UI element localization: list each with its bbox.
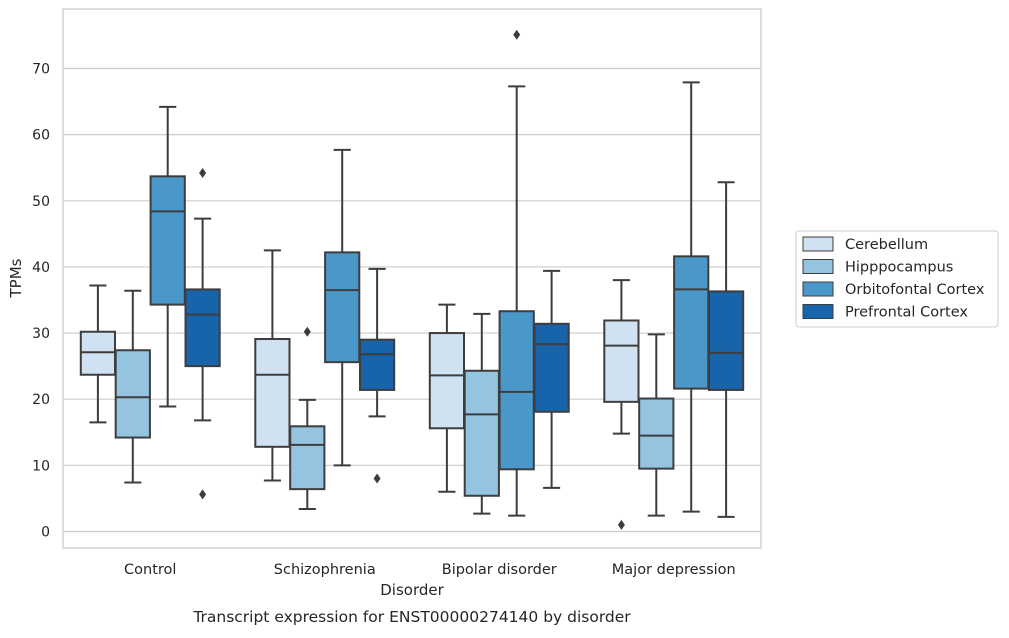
legend-swatch	[802, 281, 834, 297]
box-group	[603, 279, 640, 530]
y-tick-label: 10	[32, 458, 50, 474]
chart-title: Transcript expression for ENST0000027414…	[192, 608, 631, 626]
box	[358, 338, 396, 391]
box-group	[79, 284, 117, 424]
box	[324, 251, 361, 364]
box	[638, 397, 675, 470]
legend-label: Cerebellum	[845, 237, 928, 253]
boxes-layer	[79, 29, 745, 530]
box	[673, 255, 710, 390]
x-axis-label: Disorder	[380, 581, 444, 599]
gridlines	[63, 67, 761, 533]
box-group	[254, 249, 291, 482]
box-group	[673, 81, 710, 513]
box-group	[498, 29, 535, 517]
box	[289, 425, 326, 491]
legend-swatch	[802, 236, 834, 252]
box-group	[149, 105, 186, 408]
outlier-point	[617, 519, 625, 530]
box-group	[638, 333, 675, 517]
plot-frame	[62, 8, 762, 549]
legend-swatch	[802, 304, 834, 319]
y-tick-labels: 0 10 20 30 40 50 60 70	[32, 62, 50, 541]
box	[428, 332, 466, 430]
legend: Cerebellum Hipppocampus Orbitofontal Corte…	[795, 230, 999, 328]
outlier-point	[199, 489, 207, 500]
box-group	[289, 326, 326, 510]
y-tick-label: 40	[32, 260, 50, 276]
y-tick-label: 60	[32, 128, 50, 144]
box	[603, 319, 640, 403]
legend-frame	[795, 230, 999, 328]
legend-label: Prefrontal Cortex	[845, 305, 968, 321]
y-tick-label: 70	[32, 62, 50, 78]
x-tick-label: Schizophrenia	[274, 562, 376, 578]
y-tick-label: 0	[41, 524, 50, 540]
x-tick-label: Control	[124, 562, 176, 578]
box	[463, 369, 500, 497]
box-group	[428, 303, 466, 493]
outlier-point	[513, 29, 521, 40]
legend-swatch	[802, 259, 834, 274]
outlier-point	[199, 168, 207, 179]
x-tick-labels: Control Schizophrenia Bipolar disorder Majo…	[124, 562, 736, 578]
box-group	[707, 181, 745, 518]
box	[707, 290, 745, 391]
box-group	[184, 168, 221, 500]
x-tick-label: Major depression	[612, 562, 736, 578]
legend-label: Hipppocampus	[845, 260, 953, 276]
y-tick-label: 20	[32, 392, 50, 408]
y-tick-label: 50	[32, 194, 50, 210]
y-tick-label: 30	[32, 326, 50, 342]
outlier-point	[373, 473, 381, 484]
box-group	[324, 148, 361, 467]
y-axis-label: TPMs	[7, 258, 25, 298]
box	[149, 175, 186, 306]
box	[184, 288, 221, 368]
x-tick-label: Bipolar disorder	[442, 562, 557, 578]
box	[498, 310, 535, 471]
box	[254, 338, 291, 448]
legend-label: Orbitofontal Cortex	[845, 282, 985, 298]
box	[533, 322, 570, 413]
box	[114, 349, 151, 439]
outlier-point	[303, 326, 311, 337]
box-group	[358, 267, 396, 484]
box-group	[114, 289, 151, 484]
box-group	[533, 269, 570, 489]
